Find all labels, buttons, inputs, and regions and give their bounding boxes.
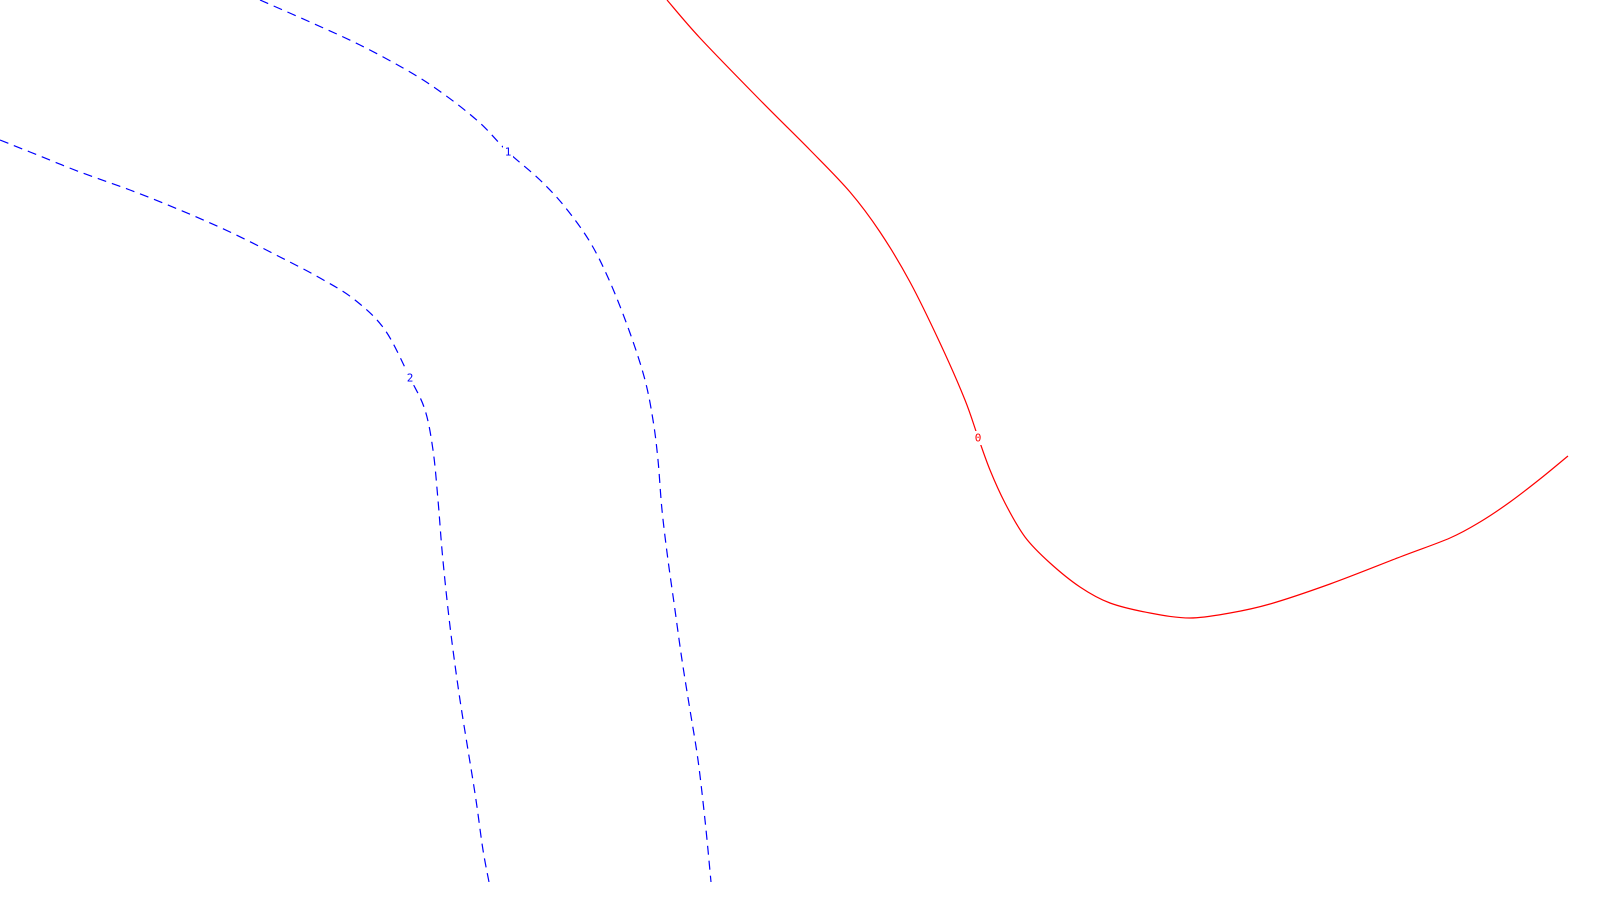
- contour-line-1: [259, 0, 712, 883]
- contour-label-background: [973, 431, 983, 445]
- contour-labels: 0 1 2: [405, 145, 983, 445]
- contour-label-background: [503, 145, 513, 159]
- contour-label-background: [405, 371, 415, 385]
- contour-line-0: [666, 0, 1569, 619]
- contour-label-2: 2: [407, 372, 414, 385]
- contour-line-2: [0, 139, 490, 883]
- contour-label-1: 1: [505, 146, 512, 159]
- contour-label-0: 0: [975, 432, 982, 445]
- contour-lines: [0, 0, 1569, 883]
